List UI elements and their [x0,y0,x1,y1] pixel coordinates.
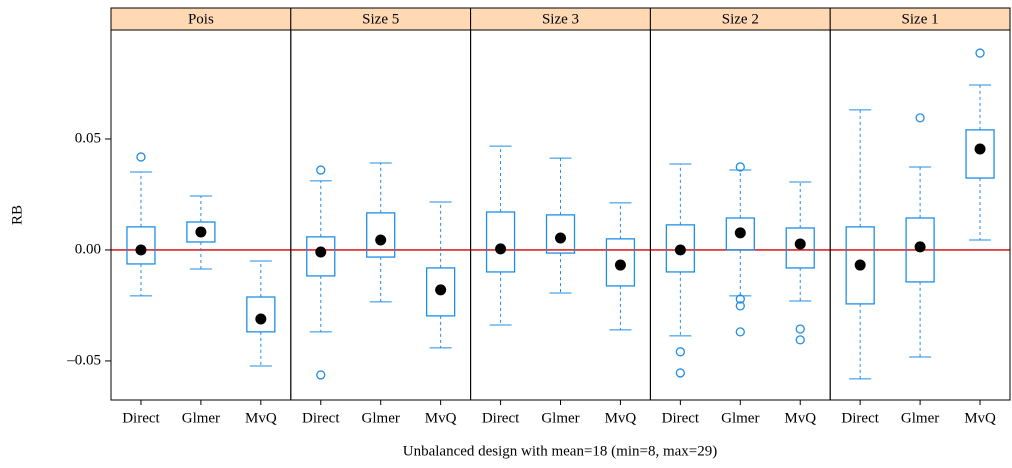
outlier [795,324,805,334]
strip-label: Size 5 [362,11,399,27]
y-axis-label: RB [9,205,25,225]
median-dot [315,246,327,258]
outlier [915,113,925,123]
box [665,224,696,273]
outlier [735,327,745,337]
panel-frame [829,29,1011,401]
x-tick-label: Direct [482,410,520,426]
outlier [316,165,326,175]
box [965,129,995,179]
median-dot [794,238,806,250]
outlier [735,162,745,172]
box [785,227,815,269]
x-tick-label: MvQ [964,410,996,426]
box [246,296,276,333]
outlier [675,347,686,357]
box [306,236,336,277]
x-tick-label: MvQ [784,410,816,426]
outlier [735,294,745,304]
x-tick-label: Direct [302,410,340,426]
outlier [675,368,686,378]
median-dot [195,226,207,238]
x-tick-label: Glmer [541,410,579,426]
strip-label: Size 2 [722,11,759,27]
x-tick-label: Glmer [182,410,220,426]
box [605,238,636,287]
median-dot [614,259,626,271]
box [366,212,396,258]
median-dot [974,143,986,155]
median-dot [674,244,686,256]
median-dot [914,241,926,253]
box [126,226,156,265]
box [545,214,576,254]
outlier [795,335,805,345]
y-tick-label: 0.00 [75,241,101,257]
median-dot [435,284,447,296]
x-tick-label: Direct [122,410,160,426]
strip-label: Size 1 [902,11,939,27]
x-tick-label: Glmer [362,410,400,426]
box [725,217,755,251]
box [485,211,516,273]
box [186,221,216,243]
median-dot [734,227,746,239]
strip-label: Size 3 [542,11,579,27]
y-tick-label: –0.05 [66,352,101,368]
panel-frame [290,29,472,401]
median-dot [135,244,147,256]
x-tick-label: MvQ [245,410,277,426]
outlier [136,152,146,162]
outlier [975,48,985,58]
outlier [735,301,745,311]
x-tick-label: MvQ [605,410,637,426]
x-axis-label: Unbalanced design with mean=18 (min=8, m… [403,443,717,459]
x-tick-label: MvQ [425,410,457,426]
y-tick-label: 0.05 [75,130,101,146]
x-tick-label: Direct [662,410,700,426]
median-dot [255,313,267,325]
x-tick-label: Glmer [901,410,939,426]
strip-label: Pois [188,11,214,27]
outlier [316,370,326,380]
median-dot [375,234,387,246]
median-dot [555,232,566,244]
box [905,217,935,283]
x-tick-label: Glmer [721,410,759,426]
box [845,226,875,305]
x-tick-label: Direct [841,410,879,426]
median-dot [854,259,866,271]
median-dot [495,243,507,255]
box [425,267,456,317]
